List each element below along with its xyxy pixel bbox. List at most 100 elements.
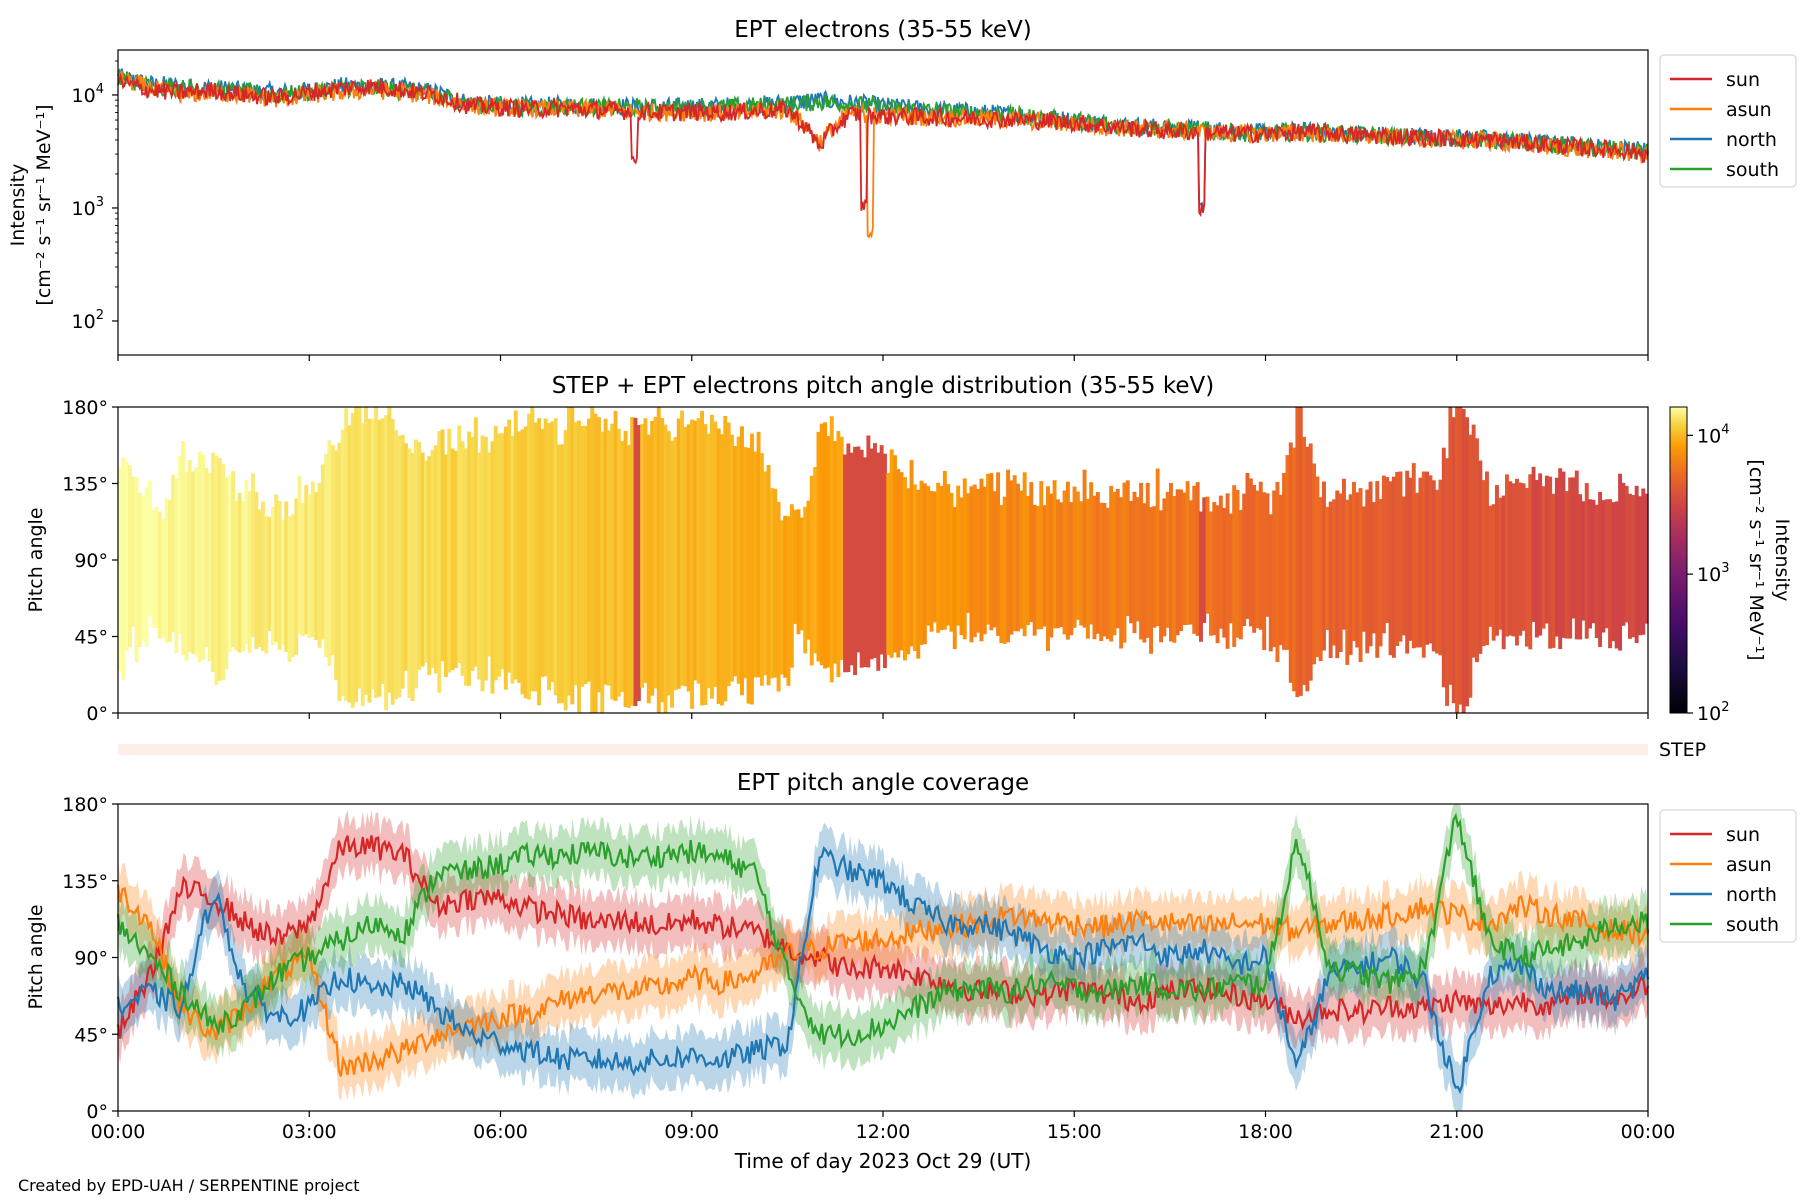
pad-heat-column	[360, 423, 365, 706]
pad-heat-column	[437, 431, 442, 693]
pad-heat-column	[1165, 491, 1170, 628]
pad-heat-column	[1039, 481, 1044, 630]
pad-heat-column	[370, 419, 375, 690]
pad-heat-column	[1228, 513, 1233, 624]
pad-heat-column	[676, 418, 681, 689]
pad-heat-column	[390, 419, 395, 705]
pad-heat-column	[773, 488, 778, 678]
pad-heat-column	[1498, 497, 1503, 630]
pad-heat-column	[966, 493, 971, 613]
coverage-panel: EPT pitch angle coverage 0° 45° 90° 135° 180…	[25, 770, 1797, 1173]
pad-heat-column	[909, 460, 914, 647]
pad-heat-column	[1012, 475, 1017, 632]
x-tick-label: 12:00	[856, 1121, 911, 1143]
pad-heat-column	[803, 506, 808, 654]
pad-heat-column	[706, 433, 711, 689]
pad-heat-column	[713, 421, 718, 687]
pad-heat-column	[613, 410, 618, 701]
pad-heat-column	[1112, 492, 1117, 636]
pad-heat-column	[1075, 491, 1080, 620]
pad-heat-column	[1056, 499, 1060, 629]
pad-heat-column	[513, 410, 518, 680]
pad-heat-column	[756, 431, 761, 678]
pad-heat-column	[414, 439, 418, 689]
series-line-asun	[117, 70, 1649, 239]
pad-heat-column	[174, 478, 179, 654]
pad-heat-column	[1491, 504, 1496, 641]
pad-heat-column	[281, 520, 285, 645]
pad-heat-column	[916, 489, 921, 659]
pad-heat-column	[1601, 500, 1606, 633]
pad-heat-column	[1381, 475, 1386, 634]
pad-heat-column	[134, 477, 139, 663]
pad-heat-column	[1132, 491, 1137, 634]
colorbar	[1669, 406, 1688, 714]
pad-heat-column	[846, 443, 851, 673]
pad-heat-column	[1085, 498, 1090, 639]
pad-heat-column	[982, 486, 987, 635]
pad-heat-column	[979, 478, 984, 642]
pad-heat-column	[670, 440, 675, 708]
y-tick-label: 90°	[74, 550, 108, 572]
pad-heat-column	[799, 517, 804, 631]
pad-heat-column	[1248, 478, 1253, 627]
y-tick-label: 45°	[74, 627, 108, 649]
pad-heat-column	[616, 428, 621, 697]
pad-heat-column	[1095, 492, 1100, 634]
pad-heat-column	[187, 460, 192, 652]
pad-heat-column	[510, 435, 515, 684]
pad-heat-column	[490, 441, 495, 694]
colorbar-label-line1: Intensity	[1771, 519, 1793, 602]
pad-heat-column	[1295, 407, 1300, 698]
pad-heat-column	[587, 418, 591, 682]
pad-heat-column	[121, 457, 126, 680]
pad-heat-column	[234, 500, 239, 651]
pad-heat-column	[294, 498, 299, 655]
pad-heat-column	[540, 428, 545, 677]
pad-heat-column	[743, 447, 748, 679]
pad-heat-column	[1338, 493, 1343, 652]
pad-heat-column	[523, 426, 528, 699]
pad-heat-column	[866, 435, 871, 668]
pad-heat-column	[201, 454, 206, 660]
pad-heat-column	[999, 505, 1004, 643]
pad-heat-column	[224, 477, 229, 670]
pad-heat-column	[720, 434, 724, 706]
pad-heat-column	[1139, 482, 1144, 640]
pad-heat-column	[317, 483, 322, 648]
pad-heat-column	[320, 464, 325, 640]
pad-heat-column	[1046, 486, 1050, 651]
pad-heat-column	[1358, 488, 1363, 662]
pad-heat-column	[643, 418, 648, 683]
pad-heat-column	[1458, 407, 1463, 705]
pad-heat-column	[1608, 499, 1613, 649]
pad-heat-column	[350, 413, 355, 708]
pad-heat-column	[1378, 499, 1383, 647]
pad-heat-column	[503, 426, 508, 690]
pad-heat-column	[972, 484, 977, 638]
pad-heat-column	[793, 509, 798, 624]
intensity-ylabel-line2: [cm⁻² s⁻¹ sr⁻¹ MeV⁻¹]	[33, 104, 55, 305]
pad-heat-column	[946, 484, 951, 626]
pad-heat-column	[477, 452, 482, 680]
pad-heat-column	[410, 453, 415, 702]
pad-heat-column	[1398, 471, 1403, 642]
pad-heat-column	[640, 424, 645, 688]
pad-heat-column	[1092, 495, 1097, 640]
pad-heat-column	[663, 424, 668, 713]
pad-heat-column	[703, 424, 708, 705]
pad-heat-column	[1624, 485, 1629, 623]
pad-heat-column	[816, 431, 821, 662]
pad-heat-column	[1418, 477, 1423, 648]
pad-heat-column	[1235, 489, 1240, 638]
pad-heat-column	[430, 450, 435, 668]
pad-heat-column	[1485, 471, 1489, 646]
pad-heat-column	[1145, 482, 1150, 638]
pad-heat-column	[577, 420, 581, 713]
pad-heat-column	[1192, 485, 1197, 634]
pad-heat-column	[244, 479, 249, 645]
pad-heat-column	[597, 417, 601, 693]
coverage-ylabel: Pitch angle	[25, 904, 47, 1009]
pad-heat-column	[407, 448, 412, 698]
pad-heat-column	[1554, 477, 1559, 637]
